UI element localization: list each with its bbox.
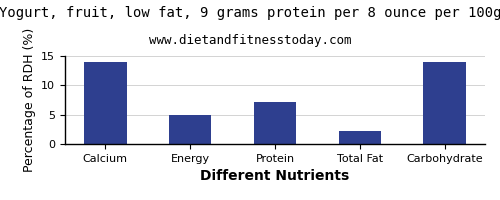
- Bar: [254, 102, 296, 144]
- Text: www.dietandfitnesstoday.com: www.dietandfitnesstoday.com: [149, 34, 351, 47]
- Bar: [424, 62, 466, 144]
- Y-axis label: Percentage of RDH (%): Percentage of RDH (%): [22, 28, 36, 172]
- Text: Yogurt, fruit, low fat, 9 grams protein per 8 ounce per 100g: Yogurt, fruit, low fat, 9 grams protein …: [0, 6, 500, 20]
- Bar: [169, 115, 212, 144]
- Bar: [338, 131, 381, 144]
- X-axis label: Different Nutrients: Different Nutrients: [200, 169, 350, 183]
- Bar: [84, 62, 126, 144]
